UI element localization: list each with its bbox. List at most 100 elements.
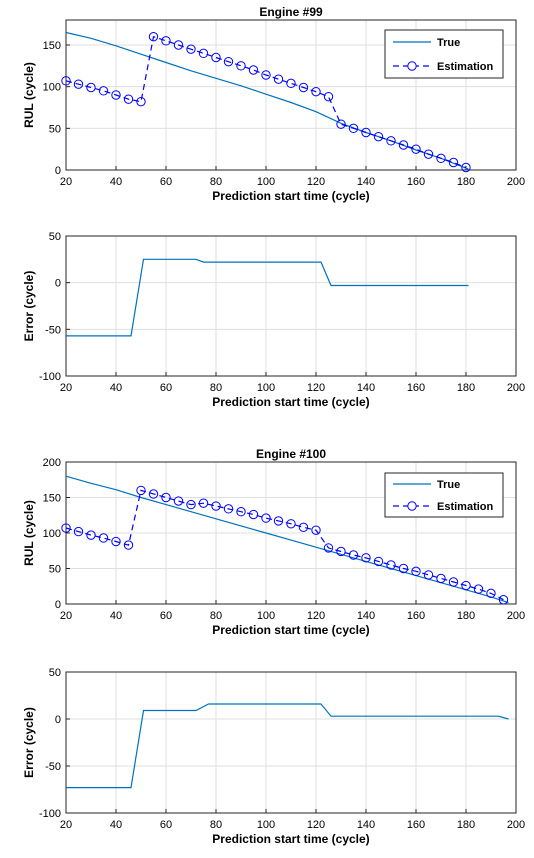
estimation-point	[123, 540, 134, 550]
estimation-point	[298, 82, 309, 93]
x-tick-label: 120	[307, 176, 325, 188]
x-tick-label: 100	[257, 819, 275, 831]
estimation-point	[223, 504, 234, 514]
x-tick-label: 160	[407, 610, 425, 622]
x-tick-label: 100	[257, 176, 275, 188]
x-tick-label: 60	[160, 176, 172, 188]
x-tick-label: 40	[110, 382, 122, 394]
estimation-point	[73, 526, 84, 537]
legend-label: True	[437, 479, 460, 491]
y-tick-label: 100	[43, 528, 61, 540]
x-tick-label: 20	[60, 176, 72, 188]
true-line	[66, 703, 509, 789]
estimation-point	[436, 153, 446, 164]
x-tick-label: 200	[507, 382, 525, 394]
estimation-point	[423, 570, 434, 580]
y-tick-label: 150	[43, 493, 61, 505]
y-tick-label: 50	[49, 667, 61, 679]
axes-box	[65, 19, 517, 171]
axes-box	[65, 671, 517, 814]
x-tick-label: 160	[407, 819, 425, 831]
estimation-point	[198, 498, 209, 508]
x-tick-label: 100	[257, 382, 275, 394]
y-tick-label: 150	[43, 40, 61, 52]
legend-label: True	[437, 37, 460, 49]
estimation-point	[148, 489, 159, 499]
estimation-point	[236, 61, 246, 71]
estimation-point	[248, 509, 259, 520]
x-tick-label: 20	[60, 382, 72, 394]
x-tick-label: 160	[407, 176, 425, 188]
estimation-point	[411, 566, 421, 577]
y-tick-label: 0	[55, 165, 61, 177]
x-tick-label: 20	[60, 819, 72, 831]
x-tick-label: 140	[357, 382, 375, 394]
y-axis-label: RUL (cycle)	[22, 500, 36, 566]
estimation-point	[261, 513, 271, 523]
x-tick-label: 60	[160, 819, 172, 831]
x-tick-label: 40	[110, 819, 122, 831]
x-tick-label: 160	[407, 382, 425, 394]
estimation-point	[311, 86, 321, 97]
x-tick-label: 60	[160, 382, 172, 394]
estimation-point	[323, 91, 334, 102]
estimation-point	[298, 522, 309, 533]
estimation-point	[411, 144, 421, 154]
estimation-point	[386, 136, 396, 146]
estimation-point	[211, 52, 221, 63]
y-tick-label: 200	[43, 457, 61, 469]
estimation-point	[373, 131, 384, 142]
y-tick-label: 50	[49, 123, 61, 135]
estimation-point	[61, 76, 71, 86]
estimation-point	[311, 525, 321, 535]
estimation-point	[373, 556, 384, 567]
estimation-point	[123, 94, 134, 104]
estimation-point	[348, 123, 359, 134]
estimation-point	[348, 550, 359, 560]
estimation-point	[386, 560, 396, 570]
x-tick-label: 120	[307, 819, 325, 831]
plot-3: 20 40 60 80 100 120 140 160 180 200 0 50 100 150 200 Pr…	[22, 447, 525, 637]
x-tick-label: 180	[457, 382, 475, 394]
estimation-point	[323, 543, 334, 553]
x-tick-label: 200	[507, 176, 525, 188]
estimation-point	[136, 96, 146, 107]
estimation-point	[498, 595, 509, 605]
legend-box	[384, 29, 504, 79]
estimation-point	[236, 507, 246, 517]
y-tick-label: 0	[55, 278, 61, 290]
y-axis-label: Error (cycle)	[22, 271, 36, 342]
y-tick-label: -100	[39, 371, 61, 383]
estimation-point	[273, 74, 284, 84]
x-tick-label: 120	[307, 610, 325, 622]
estimation-point	[173, 40, 184, 50]
estimation-point	[261, 70, 271, 80]
y-tick-label: 0	[55, 599, 61, 611]
estimation-point	[486, 588, 496, 599]
estimation-point	[448, 577, 459, 587]
estimation-point	[161, 36, 171, 46]
estimation-point	[436, 573, 446, 584]
x-tick-label: 40	[110, 176, 122, 188]
y-tick-label: 0	[55, 714, 61, 726]
estimation-point	[198, 48, 209, 59]
legend-label: Estimation	[437, 61, 494, 73]
x-tick-label: 80	[210, 382, 222, 394]
estimation-point	[461, 162, 471, 173]
estimation-point	[286, 519, 296, 529]
x-tick-label: 80	[210, 819, 222, 831]
x-axis-label: Prediction start time (cycle)	[212, 832, 369, 846]
estimation-point	[336, 119, 346, 129]
estimation-point	[98, 86, 109, 96]
legend-marker	[407, 61, 417, 71]
x-tick-label: 20	[60, 610, 72, 622]
plot-4: 20 40 60 80 100 120 140 160 180 200 -100 -50 0 50 Pred…	[22, 667, 525, 846]
estimation-point	[86, 530, 96, 540]
axes-background	[66, 236, 516, 376]
estimation-point	[398, 563, 409, 574]
estimation-point	[473, 584, 484, 594]
y-tick-label: 100	[43, 82, 61, 94]
plot-2: 20 40 60 80 100 120 140 160 180 200 -100 -50 0 50 Pred…	[22, 231, 525, 409]
y-tick-label: -100	[39, 808, 61, 820]
